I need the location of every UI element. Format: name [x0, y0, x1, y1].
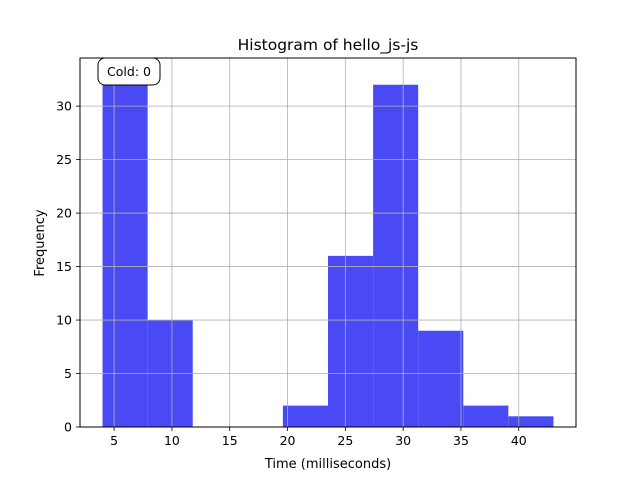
x-tick-label: 5: [110, 433, 118, 448]
x-axis-label: Time (milliseconds): [264, 457, 391, 472]
plot-frame: [79, 57, 577, 428]
y-axis-ticks: 0 5 10 15 20 25 30: [56, 99, 80, 435]
x-axis-ticks: 5 10 15 20 25 30 35 40: [110, 427, 527, 448]
x-tick-label: 40: [511, 433, 527, 448]
histogram-bar-6: [373, 84, 419, 427]
y-axis-label: Frequency: [33, 209, 48, 276]
y-tick-label: 20: [56, 206, 72, 221]
chart-title: Histogram of hello_js-js: [238, 36, 419, 55]
bar-group: [102, 84, 554, 427]
histogram-bar-5: [328, 255, 374, 427]
y-tick-label: 10: [56, 313, 72, 328]
x-tick-label: 15: [222, 433, 238, 448]
histogram-bar-0: [102, 84, 148, 427]
histogram-bar-7: [418, 330, 464, 427]
annotation-text: Cold: 0: [107, 64, 151, 79]
x-tick-label: 35: [453, 433, 469, 448]
x-tick-label: 25: [337, 433, 353, 448]
histogram-bar-4: [282, 405, 328, 427]
y-tick-label: 25: [56, 152, 72, 167]
y-tick-label: 5: [64, 366, 72, 381]
y-tick-label: 15: [56, 259, 72, 274]
cold-annotation: Cold: 0: [97, 57, 161, 86]
histogram-bar-9: [508, 416, 554, 427]
y-tick-label: 0: [64, 420, 72, 435]
x-tick-label: 20: [280, 433, 296, 448]
x-tick-label: 30: [395, 433, 411, 448]
annotation-box: [97, 57, 161, 86]
x-tick-label: 10: [164, 433, 180, 448]
histogram-bar-8: [463, 405, 509, 427]
y-tick-label: 30: [56, 99, 72, 114]
